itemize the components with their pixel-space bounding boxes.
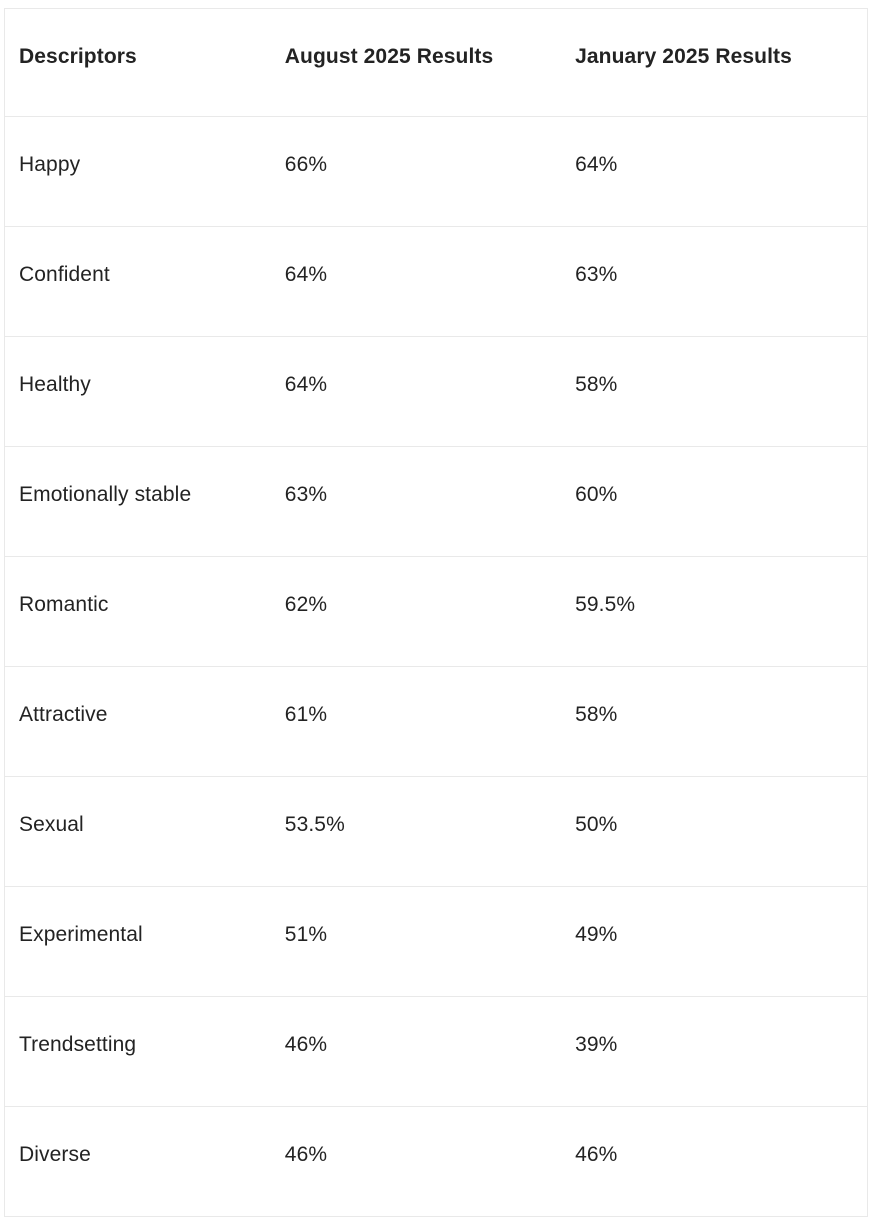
january-value-cell: 46% <box>561 1106 868 1217</box>
august-value-cell: 66% <box>270 116 562 227</box>
august-value-cell: 46% <box>270 1106 562 1217</box>
descriptor-cell: Romantic <box>4 556 271 667</box>
august-value-cell: 53.5% <box>270 776 562 887</box>
january-value-cell: 64% <box>561 116 868 227</box>
january-value-cell: 63% <box>561 226 868 337</box>
header-row: Descriptors August 2025 Results January … <box>4 8 868 117</box>
table-row: Trendsetting 46% 39% <box>4 996 868 1107</box>
august-value-cell: 63% <box>270 446 562 557</box>
column-header-descriptors: Descriptors <box>4 8 271 117</box>
descriptor-cell: Trendsetting <box>4 996 271 1107</box>
descriptor-cell: Emotionally stable <box>4 446 271 557</box>
august-value-cell: 61% <box>270 666 562 777</box>
august-value-cell: 46% <box>270 996 562 1107</box>
table-row: Emotionally stable 63% 60% <box>4 446 868 557</box>
january-value-cell: 58% <box>561 666 868 777</box>
january-value-cell: 60% <box>561 446 868 557</box>
table-row: Healthy 64% 58% <box>4 336 868 447</box>
january-value-cell: 58% <box>561 336 868 447</box>
column-header-january-2025: January 2025 Results <box>561 8 868 117</box>
table-row: Sexual 53.5% 50% <box>4 776 868 887</box>
table-row: Romantic 62% 59.5% <box>4 556 868 667</box>
descriptor-cell: Attractive <box>4 666 271 777</box>
august-value-cell: 51% <box>270 886 562 997</box>
descriptor-cell: Healthy <box>4 336 271 447</box>
descriptor-cell: Confident <box>4 226 271 337</box>
table-row: Happy 66% 64% <box>4 116 868 227</box>
august-value-cell: 64% <box>270 336 562 447</box>
january-value-cell: 49% <box>561 886 868 997</box>
descriptor-cell: Happy <box>4 116 271 227</box>
descriptor-cell: Experimental <box>4 886 271 997</box>
january-value-cell: 50% <box>561 776 868 887</box>
column-header-august-2025: August 2025 Results <box>270 8 562 117</box>
table-row: Experimental 51% 49% <box>4 886 868 997</box>
august-value-cell: 64% <box>270 226 562 337</box>
results-table: Descriptors August 2025 Results January … <box>4 8 868 1217</box>
january-value-cell: 59.5% <box>561 556 868 667</box>
descriptor-cell: Diverse <box>4 1106 271 1217</box>
january-value-cell: 39% <box>561 996 868 1107</box>
descriptor-cell: Sexual <box>4 776 271 887</box>
table-row: Diverse 46% 46% <box>4 1106 868 1217</box>
august-value-cell: 62% <box>270 556 562 667</box>
table-row: Confident 64% 63% <box>4 226 868 337</box>
table-row: Attractive 61% 58% <box>4 666 868 777</box>
